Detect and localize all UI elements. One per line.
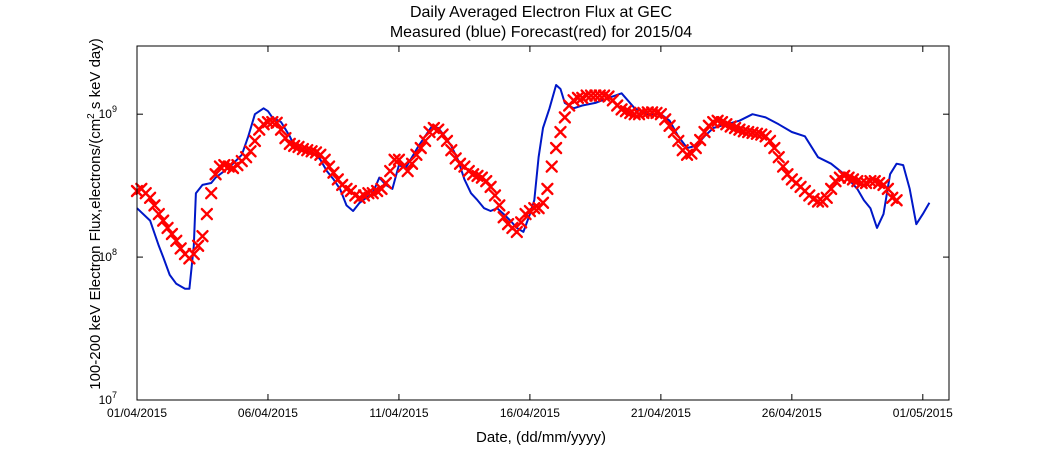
forecast-point <box>152 207 166 221</box>
forecast-point <box>514 216 528 229</box>
forecast-point <box>811 195 825 208</box>
forecast-point <box>580 89 593 102</box>
forecast-point <box>384 164 397 178</box>
forecast-point <box>244 145 257 158</box>
series-layer <box>130 84 931 290</box>
forecast-point <box>698 125 711 139</box>
y-axis-label-main: 100-200 keV Electron Flux,electrons/(cm <box>87 119 104 390</box>
forecast-point <box>663 119 676 132</box>
forecast-point <box>418 134 432 148</box>
forecast-point <box>497 211 510 224</box>
forecast-point <box>205 186 218 200</box>
series-0 <box>136 84 931 290</box>
forecast-point <box>493 199 506 212</box>
x-tick-label: 01/05/2015 <box>893 406 953 420</box>
forecast-point <box>772 151 785 164</box>
y-axis-label-sup: 2 <box>86 113 97 119</box>
forecast-point <box>270 116 283 130</box>
forecast-point <box>484 180 497 194</box>
forecast-point <box>510 225 524 239</box>
forecast-point <box>200 207 214 221</box>
x-tick-label: 21/04/2015 <box>631 406 691 420</box>
x-tick-label: 26/04/2015 <box>762 406 822 420</box>
forecast-point <box>488 189 502 202</box>
forecast-point <box>693 133 707 147</box>
forecast-point <box>440 134 454 148</box>
forecast-point <box>318 153 331 166</box>
forecast-point <box>890 194 903 207</box>
forecast-point <box>768 141 781 155</box>
forecast-point <box>541 182 554 196</box>
forecast-point <box>554 125 567 139</box>
forecast-point <box>776 160 790 173</box>
forecast-point <box>388 153 401 166</box>
y-tick-exponent: 7 <box>112 390 117 400</box>
forecast-point <box>528 201 541 215</box>
forecast-point <box>667 125 681 139</box>
forecast-point <box>392 153 406 166</box>
x-tick-label: 06/04/2015 <box>238 406 298 420</box>
measured-line <box>136 84 931 290</box>
forecast-point <box>143 191 157 204</box>
forecast-point <box>410 148 423 161</box>
forecast-point <box>161 221 174 235</box>
forecast-point <box>156 214 170 227</box>
forecast-point <box>589 89 602 102</box>
forecast-point <box>405 157 419 170</box>
forecast-point <box>379 176 393 190</box>
x-tick-label: 16/04/2015 <box>500 406 560 420</box>
plot-area <box>137 46 949 400</box>
forecast-point <box>672 134 685 148</box>
forecast-point <box>689 141 702 155</box>
forecast-point <box>170 234 183 248</box>
forecast-point <box>436 128 449 141</box>
forecast-point <box>584 89 598 102</box>
y-axis-label-tail: s keV day) <box>87 38 104 113</box>
forecast-point <box>414 141 427 155</box>
forecast-point <box>820 191 833 204</box>
forecast-point <box>187 247 200 261</box>
forecast-point <box>536 196 550 209</box>
y-axis-label: 100-200 keV Electron Flux,electrons/(cm2… <box>86 38 104 390</box>
x-tick-label: 11/04/2015 <box>369 406 428 420</box>
x-axis-label: Date, (dd/mm/yyyy) <box>476 429 606 446</box>
series-1 <box>130 89 903 265</box>
y-tick-exponent: 9 <box>112 104 117 114</box>
forecast-point <box>148 199 161 212</box>
forecast-point <box>327 166 340 179</box>
chart-title: Daily Averaged Electron Flux at GEC <box>410 4 672 21</box>
forecast-point <box>401 164 414 178</box>
forecast-point <box>274 123 288 136</box>
forecast-point <box>196 230 209 243</box>
forecast-point <box>191 239 205 252</box>
forecast-point <box>445 143 458 157</box>
forecast-point <box>165 227 179 241</box>
forecast-point <box>558 111 572 124</box>
plot-background <box>137 46 949 400</box>
x-tick-label: 01/04/2015 <box>107 406 167 420</box>
forecast-point <box>545 160 558 173</box>
plot-frame <box>136 45 950 401</box>
forecast-point <box>763 134 777 148</box>
forecast-point <box>659 113 672 126</box>
chart-subtitle: Measured (blue) Forecast(red) for 2015/0… <box>390 24 692 41</box>
forecast-point <box>824 182 838 196</box>
forecast-point <box>549 141 563 155</box>
forecast-point <box>881 182 895 196</box>
y-tick-exponent: 8 <box>112 247 117 257</box>
forecast-point <box>248 134 262 148</box>
